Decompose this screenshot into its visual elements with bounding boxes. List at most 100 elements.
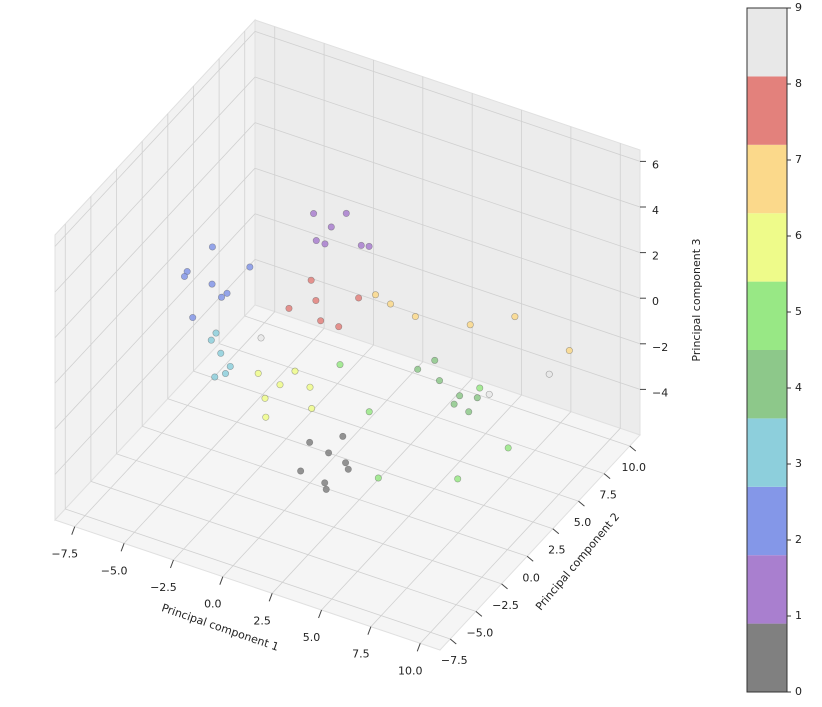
colorbar-segment <box>747 144 787 214</box>
grid-line <box>65 508 451 640</box>
colorbar-segment <box>747 623 787 692</box>
grid-line <box>222 361 424 577</box>
point <box>207 336 215 344</box>
colorbar-tick-label: 0 <box>795 685 802 698</box>
point <box>262 413 270 421</box>
y-tick-label: −7.5 <box>441 654 468 667</box>
colorbar-tick-label: 2 <box>795 533 802 546</box>
colorbar-tick-label: 7 <box>795 153 802 166</box>
colorbar-segment <box>747 486 787 556</box>
grid-line <box>321 394 522 611</box>
colorbar-tick-label: 5 <box>795 305 802 318</box>
grid-line <box>254 167 641 299</box>
grid-line <box>370 411 572 627</box>
z-axis-label: Principal component 3 <box>690 238 703 361</box>
point <box>222 370 230 378</box>
point <box>261 394 269 402</box>
grid-line <box>218 343 605 474</box>
y-tick <box>552 528 560 535</box>
y-tick-label: 7.5 <box>599 489 617 502</box>
y-tick <box>475 611 483 617</box>
grid-line <box>419 428 621 644</box>
z-tick-label: 0 <box>652 295 659 308</box>
point <box>342 459 350 467</box>
point <box>208 280 216 288</box>
grid-line <box>54 213 256 430</box>
colorbar-tick-label: 8 <box>795 77 802 90</box>
point <box>306 438 314 446</box>
point <box>342 209 350 217</box>
point <box>365 242 373 250</box>
colorbar: 0 1 2 3 4 5 6 7 8 9 <box>746 1 802 698</box>
y-tick <box>449 638 457 645</box>
labels: −7.5 −5.0 −2.5 0.0 2.5 5.0 7.5 10.0 −7.5 −5.0 −2.5… <box>51 158 668 677</box>
z-tick-label: 4 <box>652 204 659 217</box>
x-tick <box>318 609 323 619</box>
point <box>325 449 333 457</box>
point <box>180 272 188 280</box>
x-tick <box>71 526 76 535</box>
x-tick <box>268 593 273 602</box>
colorbar-segment <box>747 281 787 350</box>
point <box>189 314 197 322</box>
point <box>226 362 234 370</box>
grid-line <box>123 328 325 544</box>
point <box>387 300 395 308</box>
grid-line <box>271 378 473 594</box>
point <box>411 313 419 321</box>
point <box>545 370 553 378</box>
point <box>312 297 320 305</box>
point <box>504 444 512 452</box>
point <box>322 485 330 493</box>
z-tick-label: 6 <box>652 158 659 171</box>
point <box>454 475 462 483</box>
colorbar-frame <box>746 7 788 693</box>
colorbar-segment <box>747 418 787 487</box>
grid-line <box>90 481 477 612</box>
point <box>336 361 344 369</box>
y-tick-label: −2.5 <box>492 599 519 612</box>
point <box>307 276 315 284</box>
point <box>321 479 329 487</box>
grid-line <box>74 311 276 527</box>
point <box>431 356 439 364</box>
y-tick <box>603 473 611 479</box>
point <box>465 408 473 416</box>
x-tick <box>367 626 372 635</box>
point <box>435 377 443 385</box>
grid-line <box>254 122 641 253</box>
grid-line <box>254 213 641 345</box>
point <box>276 381 284 389</box>
x-tick <box>120 543 125 552</box>
grid-line <box>54 76 256 293</box>
point <box>485 390 493 398</box>
point <box>297 467 305 475</box>
point <box>473 394 481 402</box>
point <box>223 289 231 297</box>
colorbar-tick-label: 6 <box>795 229 802 242</box>
point <box>254 369 262 377</box>
x-tick <box>416 643 421 652</box>
point <box>310 210 318 218</box>
colorbar-tick-label: 1 <box>795 609 802 622</box>
grid-line <box>54 167 256 384</box>
grid-line <box>173 344 374 561</box>
point <box>285 304 293 312</box>
x-tick <box>169 559 174 569</box>
grid-line <box>167 398 553 530</box>
x-tick-label: 2.5 <box>253 614 271 627</box>
x-tick-label: −2.5 <box>150 581 177 594</box>
point <box>257 334 265 342</box>
grid-line <box>116 453 502 585</box>
y-tick <box>629 445 637 452</box>
point <box>374 474 382 482</box>
y-tick-label: 5.0 <box>574 516 592 529</box>
point <box>339 432 347 440</box>
colorbar-tick-label: 9 <box>795 1 802 14</box>
colorbar-tick-label: 4 <box>795 381 802 394</box>
colorbar-segment <box>747 76 787 145</box>
grid-line <box>54 31 256 247</box>
point <box>511 313 519 321</box>
point <box>372 291 380 299</box>
y-tick-label: 0.0 <box>522 571 540 584</box>
